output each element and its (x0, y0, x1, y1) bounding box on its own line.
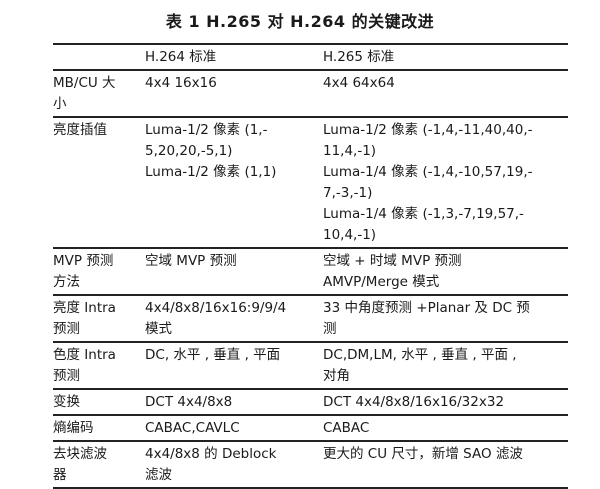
cell-text-line: 器 (53, 467, 67, 483)
cell-text-line: 小 (53, 96, 67, 112)
table-title: 表 1 H.265 对 H.264 的关键改进 (165, 12, 435, 31)
cell-text-line: 去块滤波 (53, 446, 107, 462)
h264-cell: DCT 4x4/8x8 (145, 388, 323, 415)
cell-text-line: DC, 水平 , 垂直 , 平面 (145, 347, 281, 363)
cell-text-line: Luma-1/4 像素 (-1,3,-7,19,57,- (323, 206, 524, 222)
cell-text-line: 模式 (145, 321, 172, 337)
h264-cell: 4x4/8x8/16x16:9/9/4 模式 (145, 294, 323, 342)
table-row: 亮度 Intra 预测 4x4/8x8/16x16:9/9/4 模式 33 中角度预测 … (53, 294, 568, 342)
cell-text-line: CABAC,CAVLC (145, 420, 240, 436)
comparison-table: H.264 标准 H.265 标准 MB/CU 大小 4x4 16x16 4x4 6… (53, 43, 568, 489)
row-label-cell: 亮度插值 (53, 116, 145, 248)
h264-cell: Luma-1/2 像素 (1,- 5,20,20,-5,1) Luma-1/2 像素… (145, 116, 323, 248)
h265-cell: 更大的 CU 尺寸，新增 SAO 滤波 (323, 440, 568, 489)
cell-text-line: DCT 4x4/8x8/16x16/32x32 (323, 394, 505, 410)
cell-text-line: 空域 + 时域 MVP 预测 (323, 253, 462, 269)
cell-text-line: CABAC (323, 420, 370, 436)
table-row: 去块滤波器 4x4/8x8 的 Deblock 滤波 更大的 CU 尺寸，新增 SAO… (53, 440, 568, 489)
cell-text-line: 熵编码 (53, 420, 94, 436)
h265-cell: DCT 4x4/8x8/16x16/32x32 (323, 388, 568, 415)
row-label-cell: 熵编码 (53, 414, 145, 441)
h265-cell: 4x4 64x64 (323, 69, 568, 117)
cell-text-line: 33 中角度预测 +Planar 及 DC 预 (323, 300, 530, 316)
cell-text-line: 亮度 Intra (53, 300, 116, 316)
h265-cell: DC,DM,LM, 水平 , 垂直 , 平面 , 对角 (323, 341, 568, 389)
table-header-row: H.264 标准 H.265 标准 (53, 43, 568, 71)
h265-cell: CABAC (323, 414, 568, 441)
h264-cell: 空域 MVP 预测 (145, 247, 323, 295)
cell-text-line: DC,DM,LM, 水平 , 垂直 , 平面 , (323, 347, 517, 363)
header-cell-h265: H.265 标准 (323, 43, 568, 71)
row-label-cell: 色度 Intra 预测 (53, 341, 145, 389)
table-row: 变换 DCT 4x4/8x8 DCT 4x4/8x8/16x16/32x32 (53, 388, 568, 415)
row-label-cell: 去块滤波器 (53, 440, 145, 489)
cell-text-line: 11,4,-1) (323, 143, 377, 159)
cell-text-line: MVP 预测 (53, 253, 114, 269)
cell-text-line: 4x4/8x8 的 Deblock (145, 446, 277, 462)
cell-text-line: AMVP/Merge 模式 (323, 274, 440, 290)
header-cell-empty (53, 43, 145, 71)
h264-cell: 4x4 16x16 (145, 69, 323, 117)
cell-text-line: Luma-1/2 像素 (1,- (145, 122, 268, 138)
cell-text-line: 7,-3,-1) (323, 185, 373, 201)
row-label-cell: 亮度 Intra 预测 (53, 294, 145, 342)
table-row: 熵编码 CABAC,CAVLC CABAC (53, 414, 568, 441)
cell-text-line: MB/CU 大 (53, 75, 116, 91)
cell-text-line: Luma-1/2 像素 (1,1) (145, 164, 277, 180)
cell-text-line: 预测 (53, 368, 80, 384)
cell-text-line: 4x4/8x8/16x16:9/9/4 (145, 300, 287, 316)
cell-text-line: Luma-1/2 像素 (-1,4,-11,40,40,- (323, 122, 533, 138)
cell-text-line: 更大的 CU 尺寸，新增 SAO 滤波 (323, 446, 523, 462)
table-row: 亮度插值 Luma-1/2 像素 (1,- 5,20,20,-5,1) Luma-1/… (53, 116, 568, 248)
row-label-cell: MB/CU 大小 (53, 69, 145, 117)
table-row: MVP 预测 方法 空域 MVP 预测 空域 + 时域 MVP 预测 AMVP/Merg… (53, 247, 568, 295)
cell-text-line: 对角 (323, 368, 350, 384)
cell-text-line: 滤波 (145, 467, 172, 483)
cell-text-line: 4x4 16x16 (145, 75, 217, 91)
header-cell-h264: H.264 标准 (145, 43, 323, 71)
cell-text-line: 10,4,-1) (323, 227, 377, 243)
cell-text-line: 预测 (53, 321, 80, 337)
h264-cell: DC, 水平 , 垂直 , 平面 (145, 341, 323, 389)
h264-cell: CABAC,CAVLC (145, 414, 323, 441)
cell-text-line: 测 (323, 321, 337, 337)
cell-text-line: 亮度插值 (53, 122, 107, 138)
h265-cell: 空域 + 时域 MVP 预测 AMVP/Merge 模式 (323, 247, 568, 295)
row-label-cell: MVP 预测 方法 (53, 247, 145, 295)
cell-text-line: 空域 MVP 预测 (145, 253, 237, 269)
cell-text-line: 变换 (53, 394, 80, 410)
cell-text-line: DCT 4x4/8x8 (145, 394, 233, 410)
table-row: MB/CU 大小 4x4 16x16 4x4 64x64 (53, 69, 568, 117)
h264-cell: 4x4/8x8 的 Deblock 滤波 (145, 440, 323, 489)
cell-text-line: 色度 Intra (53, 347, 116, 363)
cell-text-line: 方法 (53, 274, 80, 290)
h265-cell: 33 中角度预测 +Planar 及 DC 预测 (323, 294, 568, 342)
table-body: MB/CU 大小 4x4 16x16 4x4 64x64 亮度插值 Luma-1/2 像… (53, 69, 568, 489)
cell-text-line: 4x4 64x64 (323, 75, 395, 91)
h265-cell: Luma-1/2 像素 (-1,4,-11,40,40,- 11,4,-1) Lum… (323, 116, 568, 248)
cell-text-line: Luma-1/4 像素 (-1,4,-10,57,19,- (323, 164, 533, 180)
table-row: 色度 Intra 预测 DC, 水平 , 垂直 , 平面 DC,DM,LM, 水平 ,… (53, 341, 568, 389)
row-label-cell: 变换 (53, 388, 145, 415)
cell-text-line: 5,20,20,-5,1) (145, 143, 233, 159)
